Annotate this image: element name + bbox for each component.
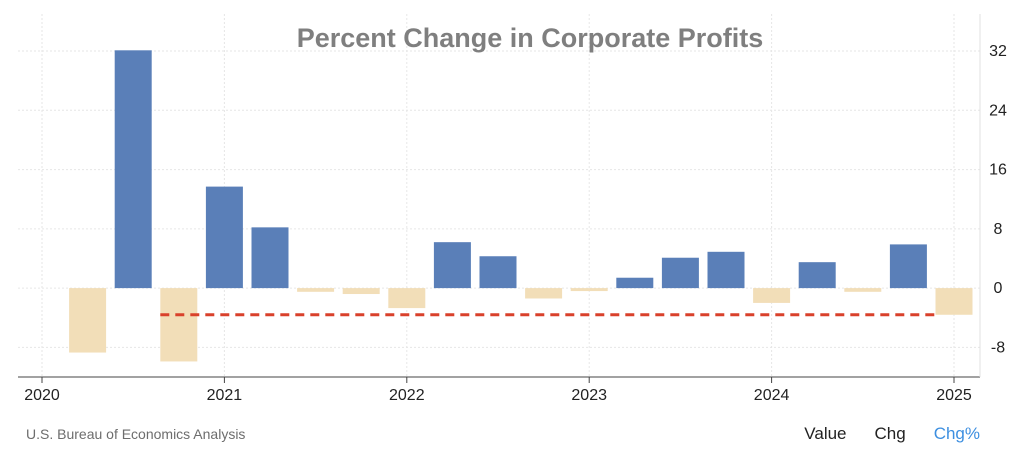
y-tick-label: -8 bbox=[991, 339, 1005, 356]
bar bbox=[433, 242, 471, 289]
bar bbox=[479, 256, 517, 289]
source-label: U.S. Bureau of Economics Analysis bbox=[26, 426, 246, 442]
bar bbox=[753, 288, 791, 303]
bar bbox=[707, 251, 745, 289]
bar bbox=[114, 50, 152, 289]
bar bbox=[889, 244, 927, 289]
bar bbox=[525, 288, 563, 299]
bar bbox=[205, 186, 243, 289]
bar bbox=[844, 288, 882, 292]
x-tick-label: 2023 bbox=[571, 387, 607, 404]
x-tick-label: 2020 bbox=[24, 387, 60, 404]
bar bbox=[251, 227, 289, 289]
bar bbox=[160, 288, 198, 362]
x-tick-label: 2025 bbox=[936, 387, 972, 404]
y-tick-label: 32 bbox=[989, 43, 1007, 60]
tab-chg-percent[interactable]: Chg% bbox=[933, 424, 980, 443]
bar bbox=[69, 288, 107, 353]
y-tick-label: 16 bbox=[989, 162, 1007, 179]
y-tick-label: 0 bbox=[994, 280, 1003, 297]
bar bbox=[661, 257, 699, 289]
chart-title: Percent Change in Corporate Profits bbox=[297, 23, 764, 53]
tab-value[interactable]: Value bbox=[804, 424, 847, 443]
view-tabs: Value Chg Chg% bbox=[804, 424, 980, 444]
bar bbox=[388, 288, 426, 309]
x-tick-label: 2022 bbox=[389, 387, 425, 404]
y-tick-label: 8 bbox=[994, 221, 1003, 238]
bar bbox=[570, 288, 608, 292]
y-tick-label: 24 bbox=[989, 102, 1007, 119]
x-tick-label: 2021 bbox=[207, 387, 243, 404]
tab-chg[interactable]: Chg bbox=[874, 424, 906, 443]
bars-layer bbox=[69, 50, 973, 362]
bar bbox=[297, 288, 335, 292]
bar bbox=[342, 288, 380, 295]
axis-layer: 32 24 16 8 0 -8 2020 2021 2022 2023 2024 2025 bbox=[18, 14, 1007, 404]
x-tick-label: 2024 bbox=[754, 387, 790, 404]
bar bbox=[616, 277, 654, 289]
chart-svg: 32 24 16 8 0 -8 2020 2021 2022 2023 2024 2025 Perce… bbox=[18, 14, 1007, 404]
bar bbox=[935, 288, 973, 315]
bar bbox=[798, 262, 836, 289]
